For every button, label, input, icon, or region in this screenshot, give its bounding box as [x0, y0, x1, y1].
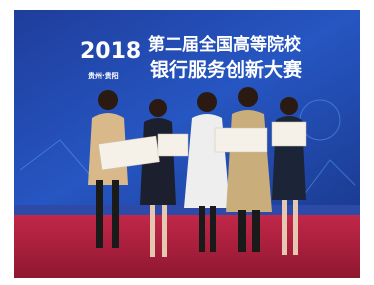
leg	[112, 180, 119, 248]
certificate	[215, 128, 267, 152]
head	[98, 90, 118, 110]
banner-year: 2018	[80, 39, 141, 64]
leg	[96, 180, 103, 248]
banner-location: 贵州·贵阳	[88, 71, 119, 80]
leg	[199, 206, 205, 252]
leg	[150, 205, 155, 257]
page: 2018 贵州·贵阳 第二届全国高等院校 银行服务创新大赛	[0, 0, 374, 285]
certificate	[272, 122, 306, 146]
head	[280, 97, 298, 115]
carpet	[14, 212, 360, 278]
banner-title-line2: 银行服务创新大赛	[150, 58, 303, 81]
leg	[238, 210, 246, 252]
banner-title-line1: 第二届全国高等院校	[148, 34, 302, 55]
leg	[210, 206, 216, 252]
leg	[162, 205, 167, 257]
photo: 2018 贵州·贵阳 第二届全国高等院校 银行服务创新大赛	[0, 0, 374, 285]
leg	[252, 210, 260, 252]
head	[149, 99, 167, 117]
leg	[282, 200, 287, 255]
leg	[293, 200, 298, 255]
head	[238, 87, 258, 107]
head	[197, 92, 217, 112]
certificate	[158, 134, 188, 156]
